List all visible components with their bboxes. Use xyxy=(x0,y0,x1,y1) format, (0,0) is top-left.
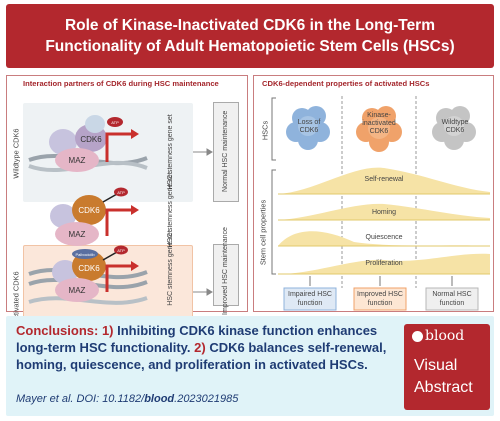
ki2-maz-label: MAZ xyxy=(69,286,86,295)
outcome-box-ki xyxy=(213,244,239,306)
left-panel: Interaction partners of CDK6 during HSC … xyxy=(6,75,248,384)
outcome-normal-box xyxy=(425,287,479,311)
wt-complex xyxy=(28,115,148,172)
title-banner: Role of Kinase-Inactivated CDK6 in the L… xyxy=(6,4,494,68)
col-wt-label: Wildtype CDK6 xyxy=(441,119,469,134)
blood-drop-icon xyxy=(412,330,423,342)
right-panel-heading: CDK6-dependent properties of activated H… xyxy=(262,79,430,88)
badge-line-1: Visual xyxy=(414,357,458,374)
conclusion-text: Conclusions: 1) Inhibiting CDK6 kinase f… xyxy=(16,322,396,373)
prop-proliferation: Proliferation xyxy=(365,260,403,267)
ki2-drug-label: Palbociclib xyxy=(75,252,95,257)
right-panel-illustration xyxy=(271,96,490,311)
hscs-bracket xyxy=(271,97,276,161)
outcome-wt-label: Normal HSC maintenance xyxy=(222,110,229,192)
right-panel: CDK6-dependent properties of activated H… xyxy=(253,75,494,312)
ki1-cdk6-label: CDK6 xyxy=(78,206,100,215)
wt-atp-label: ATP xyxy=(111,120,119,125)
conclusion-n1: 1) xyxy=(101,323,114,338)
ki2-atp-label: ATP xyxy=(117,248,125,253)
prop-bands xyxy=(278,167,490,275)
col-ki-label: Kinase-inactivated CDK6 xyxy=(362,112,396,135)
cells-ki xyxy=(356,106,402,152)
outcome-ki-label: Improved HSC maintenance xyxy=(222,227,229,315)
ki2-cdk6-label: CDK6 xyxy=(78,264,100,273)
left-panel-heading: Interaction partners of CDK6 during HSC … xyxy=(23,79,219,88)
outcome-arrows xyxy=(193,148,213,296)
prop-homing: Homing xyxy=(371,209,397,216)
ki2-gene-set-label: HSC stemness gene set xyxy=(167,230,174,306)
outcome-box-wt xyxy=(213,102,239,202)
left-panel-illustration: CDK6 MAZ ATP CDK6 MAZ ATP xyxy=(28,115,213,305)
cells-loss xyxy=(286,106,330,150)
title-line-1: Role of Kinase-Inactivated CDK6 in the L… xyxy=(64,17,436,34)
outcome-impaired-box xyxy=(283,287,337,311)
outcome-normal-label: Normal HSC function xyxy=(432,291,472,307)
citation-bold: blood xyxy=(144,393,175,405)
citation-post: .2023021985 xyxy=(174,393,239,405)
cells-wt xyxy=(432,106,476,150)
props-bracket xyxy=(271,169,276,275)
conclusion-panel: Conclusions: 1) Inhibiting CDK6 kinase f… xyxy=(6,316,494,416)
ki-complex-2 xyxy=(28,245,148,305)
title-line-2: Functionality of Adult Hematopoietic Ste… xyxy=(45,38,455,55)
wt-maz-label: MAZ xyxy=(69,156,86,165)
conclusion-c2: CDK6 balances self-renewal, homing, quie… xyxy=(16,340,387,372)
conclusion-prefix: Conclusions: xyxy=(16,323,102,338)
outcome-impaired-label: Impaired HSC function xyxy=(288,291,332,307)
blood-brand-text: blood xyxy=(425,328,465,344)
ki1-atp-label: ATP xyxy=(117,190,125,195)
col-loss-label: Loss of CDK6 xyxy=(297,119,321,134)
citation: Mayer et al. DOI: 10.1182/blood.20230219… xyxy=(16,393,238,405)
ki1-maz-label: MAZ xyxy=(69,230,86,239)
wt-cdk6-label: CDK6 xyxy=(80,135,102,144)
badge-line-2: Abstract xyxy=(414,379,473,396)
outcome-improved-label: Improved HSC function xyxy=(357,291,403,307)
conclusion-n2: 2) xyxy=(194,340,206,355)
outcome-improved-box xyxy=(353,287,407,311)
prop-self-renewal: Self-renewal xyxy=(364,176,404,183)
blood-logo: blood xyxy=(412,328,464,344)
citation-pre: Mayer et al. DOI: 10.1182/ xyxy=(16,393,145,405)
visual-abstract-badge: blood Visual Abstract xyxy=(404,324,490,410)
conclusion-c1: Inhibiting CDK6 kinase function enhances… xyxy=(16,323,378,355)
prop-quiescence: Quiescence xyxy=(365,234,403,241)
